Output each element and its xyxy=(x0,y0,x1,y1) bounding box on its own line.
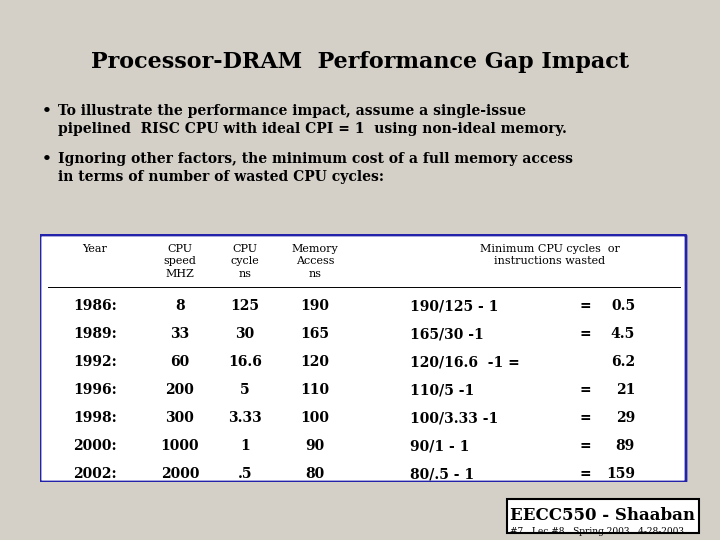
Text: 80: 80 xyxy=(305,467,325,481)
Text: 165/30 -1: 165/30 -1 xyxy=(410,327,484,341)
Text: 100: 100 xyxy=(300,411,330,425)
Text: 200: 200 xyxy=(166,383,194,397)
Text: CPU
cycle
ns: CPU cycle ns xyxy=(230,244,259,279)
Text: 125: 125 xyxy=(230,299,259,313)
Text: 2000:: 2000: xyxy=(73,439,117,453)
Text: Year: Year xyxy=(83,244,107,254)
Text: 159: 159 xyxy=(606,467,635,481)
Text: 165: 165 xyxy=(300,327,330,341)
Text: CPU
speed
MHZ: CPU speed MHZ xyxy=(163,244,197,279)
Text: .5: .5 xyxy=(238,467,252,481)
Text: 1989:: 1989: xyxy=(73,327,117,341)
Text: 300: 300 xyxy=(166,411,194,425)
Text: =: = xyxy=(579,439,591,453)
Text: Memory
Access
ns: Memory Access ns xyxy=(292,244,338,279)
Text: =: = xyxy=(579,411,591,425)
Text: 30: 30 xyxy=(235,327,255,341)
Text: #7   Lec #8   Spring 2003   4-28-2003: #7 Lec #8 Spring 2003 4-28-2003 xyxy=(510,527,684,536)
Text: 1000: 1000 xyxy=(161,439,199,453)
Text: •: • xyxy=(42,104,52,118)
Text: EECC550 - Shaaban: EECC550 - Shaaban xyxy=(510,508,696,524)
Text: 90/1 - 1: 90/1 - 1 xyxy=(410,439,469,453)
Text: 5: 5 xyxy=(240,383,250,397)
Text: 1: 1 xyxy=(240,439,250,453)
Text: 29: 29 xyxy=(616,411,635,425)
Text: Minimum CPU cycles  or
instructions wasted: Minimum CPU cycles or instructions waste… xyxy=(480,244,620,266)
Text: 60: 60 xyxy=(171,355,189,369)
Text: 1996:: 1996: xyxy=(73,383,117,397)
Text: =: = xyxy=(579,467,591,481)
Text: To illustrate the performance impact, assume a single-issue: To illustrate the performance impact, as… xyxy=(58,104,526,118)
Text: 3.33: 3.33 xyxy=(228,411,262,425)
Text: 1992:: 1992: xyxy=(73,355,117,369)
Text: 1998:: 1998: xyxy=(73,411,117,425)
Text: 110: 110 xyxy=(300,383,330,397)
Text: 100/3.33 -1: 100/3.33 -1 xyxy=(410,411,498,425)
FancyBboxPatch shape xyxy=(40,235,686,482)
Text: 8: 8 xyxy=(175,299,185,313)
Text: 80/.5 - 1: 80/.5 - 1 xyxy=(410,467,474,481)
Text: in terms of number of wasted CPU cycles:: in terms of number of wasted CPU cycles: xyxy=(58,170,384,184)
Text: •: • xyxy=(42,152,52,166)
Text: 110/5 -1: 110/5 -1 xyxy=(410,383,474,397)
Text: 0.5: 0.5 xyxy=(611,299,635,313)
Text: 6.2: 6.2 xyxy=(611,355,635,369)
Text: 1986:: 1986: xyxy=(73,299,117,313)
Text: 2002:: 2002: xyxy=(73,467,117,481)
Text: 90: 90 xyxy=(305,439,325,453)
Text: =: = xyxy=(579,299,591,313)
FancyBboxPatch shape xyxy=(507,499,699,533)
Text: =: = xyxy=(579,383,591,397)
Text: 21: 21 xyxy=(616,383,635,397)
Text: 2000: 2000 xyxy=(161,467,199,481)
Text: 33: 33 xyxy=(171,327,189,341)
Text: 190: 190 xyxy=(300,299,330,313)
Text: pipelined  RISC CPU with ideal CPI = 1  using non-ideal memory.: pipelined RISC CPU with ideal CPI = 1 us… xyxy=(58,122,567,136)
Text: 4.5: 4.5 xyxy=(611,327,635,341)
Text: Ignoring other factors, the minimum cost of a full memory access: Ignoring other factors, the minimum cost… xyxy=(58,152,572,166)
Text: 89: 89 xyxy=(616,439,635,453)
Text: 16.6: 16.6 xyxy=(228,355,262,369)
Text: Processor-DRAM  Performance Gap Impact: Processor-DRAM Performance Gap Impact xyxy=(91,51,629,73)
Text: =: = xyxy=(579,327,591,341)
Text: 120: 120 xyxy=(300,355,330,369)
Text: 190/125 - 1: 190/125 - 1 xyxy=(410,299,498,313)
Text: 120/16.6  -1 =: 120/16.6 -1 = xyxy=(410,355,520,369)
